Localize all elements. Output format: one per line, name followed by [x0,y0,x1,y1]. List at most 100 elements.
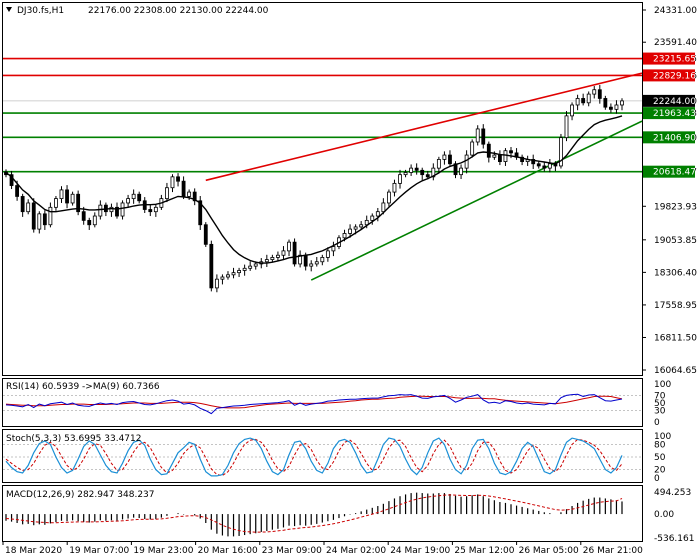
time-axis-label: 25 Mar 12:00 [454,546,514,556]
candle-body [403,172,408,176]
candle-body [331,246,336,252]
candle-body [431,167,436,178]
candle-body [59,189,64,200]
stoch-axis-label: 50 [654,453,666,463]
candle-body [120,202,125,217]
resistance-trendline [205,72,643,182]
candle-body [214,278,219,289]
price-axis-label: 19053.85 [654,236,697,246]
support-trendline [310,120,643,281]
candle-body [425,174,430,178]
candle-body [298,254,303,265]
candle-body [453,163,458,176]
resistance-price-tag [643,52,695,65]
candle-body [148,209,153,213]
current-price-label: 22244.00 [653,97,696,107]
candle-body [398,174,402,184]
candle-body [192,191,197,202]
time-axis-label: 18 Mar 2020 [5,546,62,556]
support-price-tag-label: 21963.43 [653,109,696,119]
candle-body [325,250,330,258]
candle-body [420,169,425,176]
price-axis-label: 19823.93 [654,202,697,212]
candle-body [559,137,563,167]
candle-body [15,185,20,197]
candle-body [381,202,386,213]
candle-body [54,198,58,208]
price-axis-label: 24331.00 [654,6,697,16]
candle-body [126,198,131,204]
candle-body [231,272,236,276]
chart-header: DJ30.fs,H1 22176.00 22308.00 22130.00 22… [6,6,269,16]
candle-body [320,257,325,263]
candle-body [497,154,502,162]
candle-body [170,176,175,189]
candle-body [492,154,497,158]
price-axis-label: 17558.95 [654,301,697,311]
candle-body [348,228,352,234]
candle-body [359,224,364,228]
macd-label: MACD(12,26,9) 282.947 348.237 [6,490,155,500]
time-axis-label: 24 Mar 02:00 [326,546,386,556]
candle-body [292,241,297,265]
candle-body [153,206,158,213]
candle-body [481,128,486,145]
candle-body [392,182,397,193]
candle-body [287,241,291,252]
rsi-axis-label: 100 [654,380,671,390]
candle-body [414,167,419,171]
time-axis-label: 19 Mar 07:00 [69,546,129,556]
candle-body [76,193,81,213]
price-axis-label: 16811.50 [654,333,697,343]
candle-body [137,193,142,202]
stoch-main-line [5,437,623,477]
candle-body [281,250,286,256]
time-axis-label: 26 Mar 05:00 [519,546,579,556]
candle-body [459,167,463,176]
candle-body [575,98,580,106]
candle-body [375,211,380,217]
candle-body [98,204,103,217]
candle-body [253,263,258,267]
candle-body [475,128,480,143]
rsi-label: RSI(14) 60.5939 ->MA(9) 60.7366 [6,382,160,392]
macd-axis-label: -536.161 [654,534,694,544]
candle-body [470,141,475,156]
candle-body [31,202,36,230]
support-price-tag [643,107,695,120]
time-axis-label: 23 Mar 09:00 [262,546,322,556]
candle-body [564,115,569,139]
candle-body [570,104,574,117]
macd-pane-frame [2,485,643,542]
candle-body [464,154,469,169]
stoch-signal-line [5,438,623,477]
candle-body [597,89,602,99]
candle-body [176,176,180,182]
candle-body [109,206,114,213]
candle-body [181,180,186,197]
candle-body [187,191,192,197]
candle-body [87,219,92,226]
resistance-price-tag-label: 22829.16 [653,71,696,81]
candle-body [65,189,69,204]
candle-body [586,93,591,104]
stoch-axis-label: 100 [654,432,671,442]
current-price-tag [643,94,695,107]
candle-body [353,226,358,230]
candle-body [370,215,375,221]
support-price-tag [643,165,695,178]
candle-body [409,167,414,173]
price-axis-label: 18306.40 [654,268,697,278]
support-price-tag-label: 21406.90 [653,133,696,143]
candle-body [92,215,97,226]
time-axis-label: 24 Mar 19:00 [390,546,450,556]
rsi-axis-label: 30 [654,407,666,417]
rsi-axis-label: 70 [654,391,666,401]
candle-body [26,202,31,213]
candle-body [608,106,613,110]
candle-body [603,98,608,108]
candle-body [342,233,347,239]
candle-body [542,165,547,169]
candle-body [520,156,525,162]
moving-average-line [5,115,623,264]
